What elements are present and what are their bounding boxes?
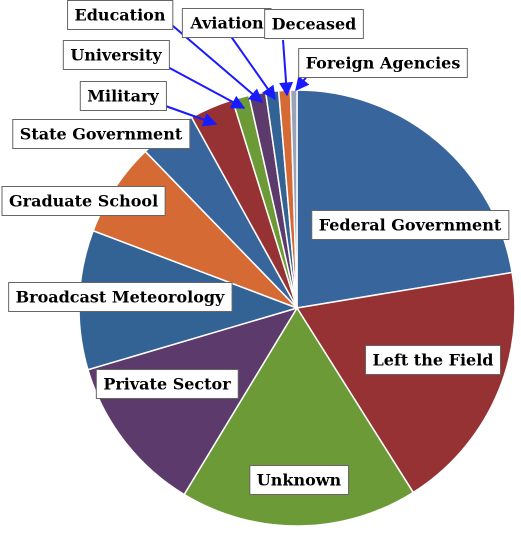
label-unknown: Unknown [249,465,350,495]
label-text-left-the-field: Left the Field [373,351,494,370]
label-military: Military [79,81,167,111]
label-text-private-sector: Private Sector [103,375,231,394]
label-box-federal-government [311,210,510,240]
pie-slice-unknown [183,306,415,527]
label-box-broadcast-meteorology [8,282,233,312]
label-text-unknown: Unknown [257,471,342,490]
label-text-broadcast-meteorology: Broadcast Meteorology [16,288,225,307]
label-deceased: Deceased [264,9,364,39]
label-text-federal-government: Federal Government [319,216,502,235]
leader-arrow-deceased [279,39,294,97]
leader-arrow-university [163,64,246,109]
label-box-private-sector [95,369,239,399]
label-box-deceased [264,9,364,39]
label-broadcast-meteorology: Broadcast Meteorology [8,282,233,312]
label-text-state-government: State Government [20,125,183,144]
label-box-state-government [12,119,191,149]
label-box-aviation [181,8,272,38]
label-text-education: Education [75,6,166,25]
label-box-left-the-field [365,345,501,375]
label-text-university: University [70,46,162,65]
label-box-foreign-agencies [298,48,468,78]
label-box-university [62,40,170,70]
label-text-foreign-agencies: Foreign Agencies [306,54,461,73]
label-text-deceased: Deceased [272,15,357,34]
label-graduate-school: Graduate School [1,186,166,216]
label-aviation: Aviation [181,8,272,38]
slice-labels: Federal Government Left the Field Unknown P… [1,0,510,495]
label-box-education [67,0,174,30]
pie-slice-federal-government [296,89,513,309]
label-university: University [62,40,170,70]
pie-slice-left-the-field [295,271,516,494]
label-box-military [79,81,167,111]
leader-arrow-military [159,103,218,127]
label-education: Education [67,0,174,30]
label-state-government: State Government [12,119,191,149]
label-left-the-field: Left the Field [365,345,501,375]
label-text-military: Military [87,87,159,106]
leader-arrow-aviation [229,34,276,101]
label-box-graduate-school [1,186,166,216]
label-foreign-agencies: Foreign Agencies [298,48,468,78]
label-private-sector: Private Sector [95,369,239,399]
label-box-unknown [249,465,350,495]
label-text-aviation: Aviation [189,14,264,33]
label-federal-government: Federal Government [311,210,510,240]
label-text-graduate-school: Graduate School [9,192,158,211]
